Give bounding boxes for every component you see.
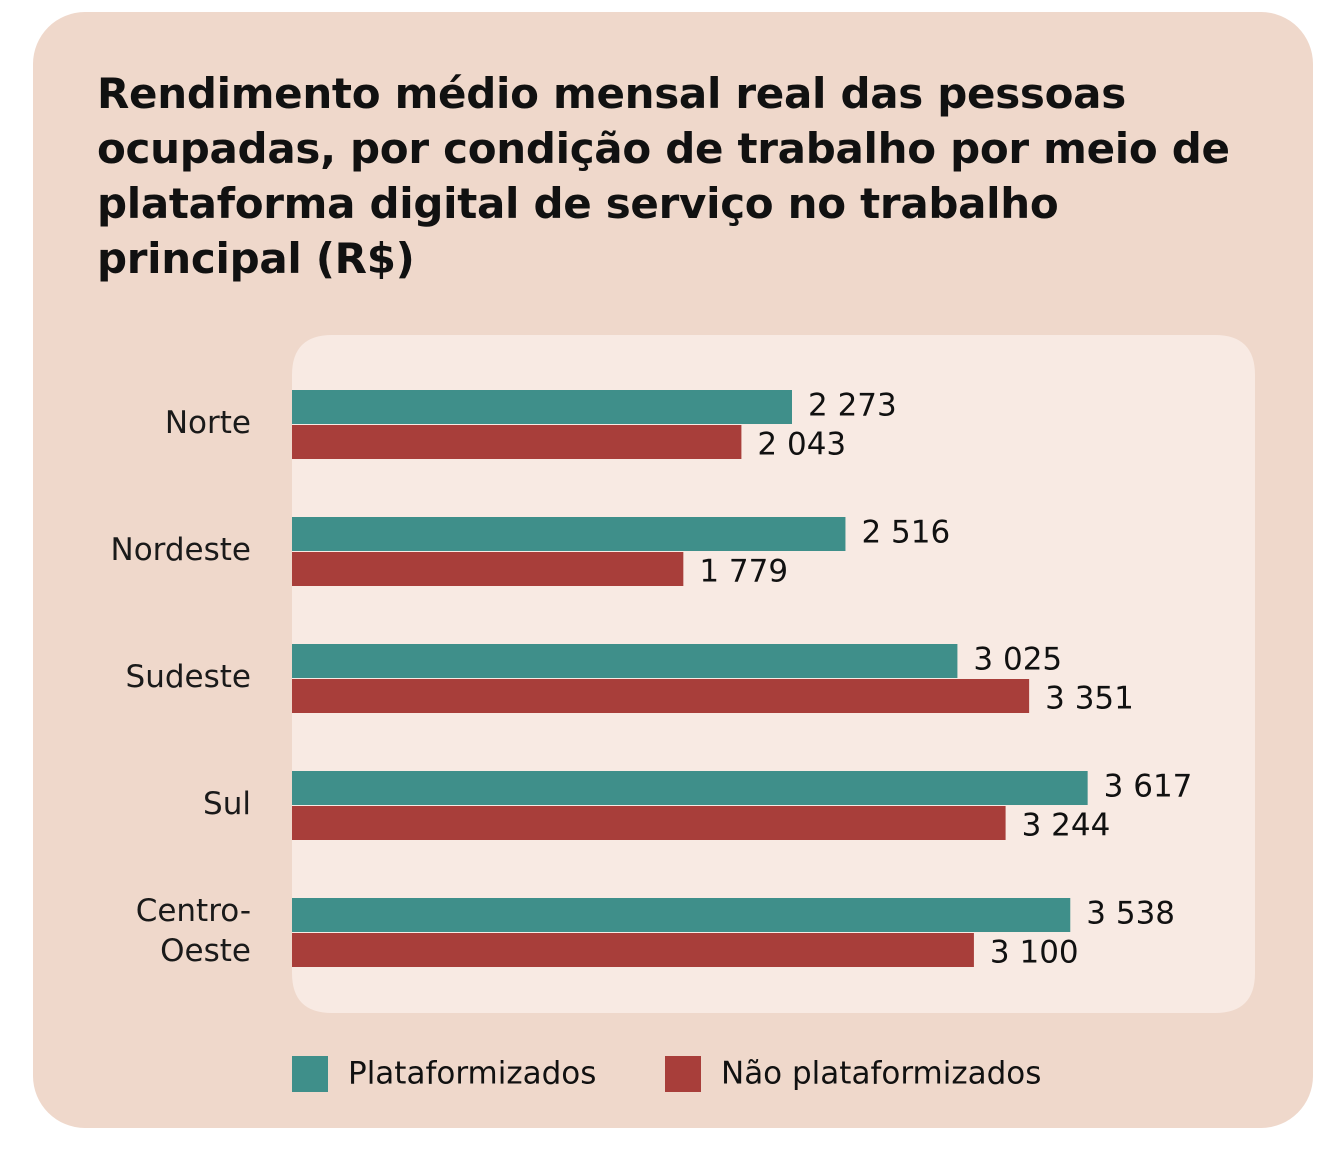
data-label: 3 025 (973, 642, 1062, 678)
data-label: 3 100 (990, 935, 1079, 971)
bar-plataformizados (292, 390, 792, 424)
bar-plataformizados (292, 517, 846, 551)
bar-plataformizados (292, 771, 1088, 805)
data-label: 3 617 (1104, 769, 1193, 805)
category-label: Nordeste (111, 532, 251, 568)
bar-nao-plataformizados (292, 806, 1006, 840)
chart-title: Rendimento médio mensal real das pessoas… (97, 69, 1230, 283)
data-label: 2 043 (757, 427, 846, 463)
category-label: Sul (203, 786, 251, 822)
data-label: 3 538 (1086, 896, 1175, 932)
bar-plataformizados (292, 898, 1071, 932)
data-label: 3 351 (1045, 681, 1134, 717)
category-label: Norte (165, 405, 251, 441)
category-label: Oeste (160, 933, 251, 969)
bar-nao-plataformizados (292, 425, 742, 459)
legend-label: Plataformizados (348, 1056, 596, 1092)
legend-swatch (292, 1056, 328, 1092)
bar-plataformizados (292, 644, 958, 678)
data-label: 3 244 (1022, 808, 1111, 844)
data-label: 2 273 (808, 388, 897, 424)
legend-label: Não plataformizados (721, 1056, 1041, 1092)
category-label: Sudeste (126, 659, 251, 695)
legend-swatch (665, 1056, 701, 1092)
data-label: 2 516 (861, 515, 950, 551)
data-label: 1 779 (699, 554, 788, 590)
bar-nao-plataformizados (292, 552, 684, 586)
bar-nao-plataformizados (292, 933, 974, 967)
category-label: Centro- (136, 893, 251, 929)
bar-nao-plataformizados (292, 679, 1030, 713)
